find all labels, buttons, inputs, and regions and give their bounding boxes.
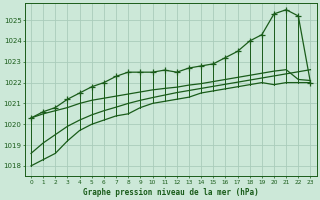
X-axis label: Graphe pression niveau de la mer (hPa): Graphe pression niveau de la mer (hPa) — [83, 188, 259, 197]
